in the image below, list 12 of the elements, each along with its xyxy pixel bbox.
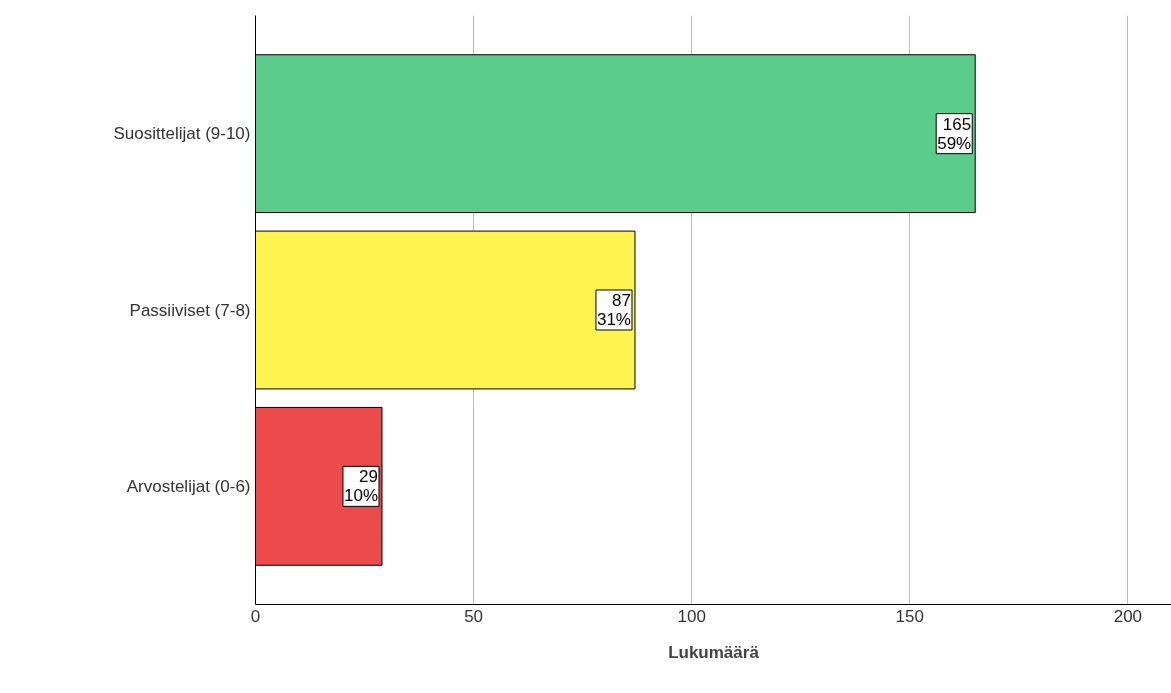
x-tick-label: 0 (250, 606, 261, 626)
y-tick-label: Passiiviset (7-8) (129, 300, 251, 320)
x-tick-label: 150 (895, 606, 924, 626)
y-tick-label: Arvostelijat (0-6) (126, 476, 251, 496)
data-label: 87 31% (596, 291, 631, 329)
x-tick-label: 200 (1113, 606, 1143, 626)
x-tick-label: 100 (677, 606, 706, 626)
data-label: 29 10% (343, 467, 379, 506)
x-axis-title: Lukumäärä (668, 642, 760, 662)
x-tick-label: 50 (464, 606, 484, 626)
y-tick-label: Suosittelijat (9-10) (113, 124, 251, 144)
data-label: 165 59% (937, 114, 972, 153)
